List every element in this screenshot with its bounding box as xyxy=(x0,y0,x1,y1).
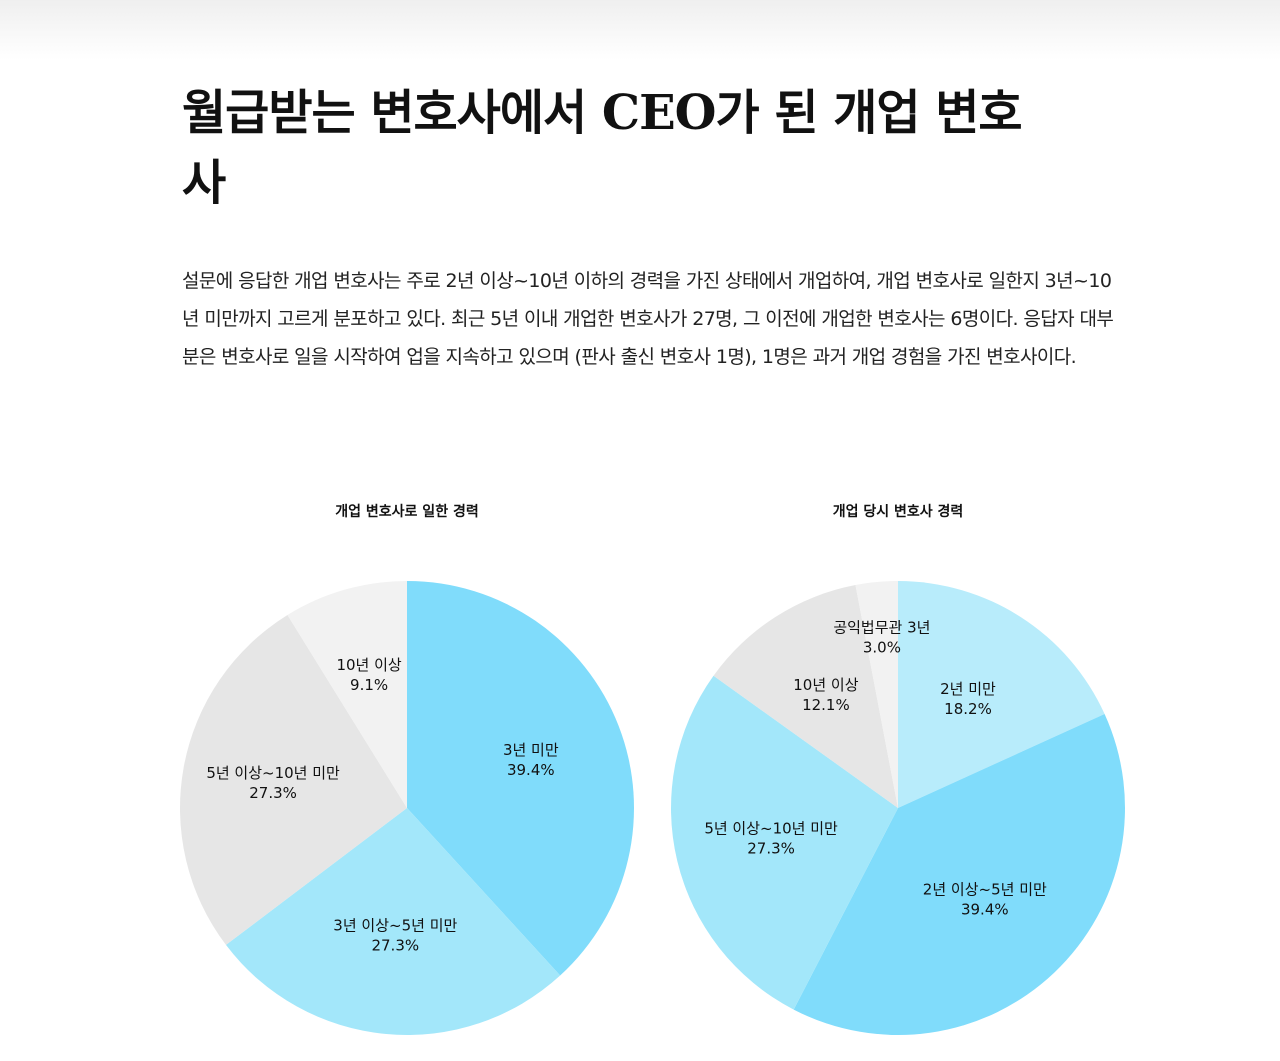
slice-value-label-2: 39.4% xyxy=(961,900,1009,918)
slice-label-2: 2년 이상~5년 미만 xyxy=(923,880,1047,898)
slice-label-5: 공익법무관 3년 xyxy=(833,618,930,636)
slice-value-label-4: 12.1% xyxy=(802,696,850,714)
slice-label-1: 2년 미만 xyxy=(940,680,996,698)
slice-label-2: 3년 이상~5년 미만 xyxy=(333,917,457,935)
article-lede: 설문에 응답한 개업 변호사는 주로 2년 이상~10년 이하의 경력을 가진 … xyxy=(182,270,1114,368)
chart-title-career-at-opening: 개업 당시 변호사 경력 xyxy=(832,504,964,520)
pie-slice-2 xyxy=(225,808,561,1035)
pie-slice-4 xyxy=(713,585,898,808)
pie-slice-3 xyxy=(671,675,898,1010)
slice-value-label-1: 18.2% xyxy=(944,700,992,718)
pie-chart-work-experience: 3년 미만 39.4% 3년 이상~5년 미만 27.3% 5년 이상~10년 미만 27… xyxy=(180,581,634,1035)
pie-chart-career-at-opening: 2년 미만 18.2% 2년 이상~5년 미만 39.4% 5년 이상~10년 미만 27… xyxy=(671,581,1125,1035)
article-title: 월급받는 변호사에서 CEO가 된 개업 변호사 xyxy=(182,85,1023,211)
slice-label-3: 5년 이상~10년 미만 xyxy=(206,764,340,782)
top-fade xyxy=(0,0,1280,60)
pie-slice-5 xyxy=(855,581,898,808)
slice-value-label-3: 27.3% xyxy=(747,840,795,858)
chart-title-work-experience: 개업 변호사로 일한 경력 xyxy=(335,504,479,520)
pie-slice-1 xyxy=(407,581,634,976)
slice-value-label-4: 9.1% xyxy=(350,676,388,694)
slice-value-label-5: 3.0% xyxy=(863,638,901,656)
slice-label-3: 5년 이상~10년 미만 xyxy=(704,820,838,838)
slice-value-label-1: 39.4% xyxy=(507,761,555,779)
slice-value-label-2: 27.3% xyxy=(371,937,419,955)
slice-value-label-3: 27.3% xyxy=(249,784,297,802)
slice-label-4: 10년 이상 xyxy=(793,676,858,694)
slice-label-4: 10년 이상 xyxy=(336,656,401,674)
slice-label-1: 3년 미만 xyxy=(503,741,559,759)
pie-slice-2 xyxy=(793,713,1125,1035)
pie-slice-1 xyxy=(898,581,1105,808)
pie-slice-3 xyxy=(180,615,407,945)
pie-slice-4 xyxy=(287,581,407,808)
